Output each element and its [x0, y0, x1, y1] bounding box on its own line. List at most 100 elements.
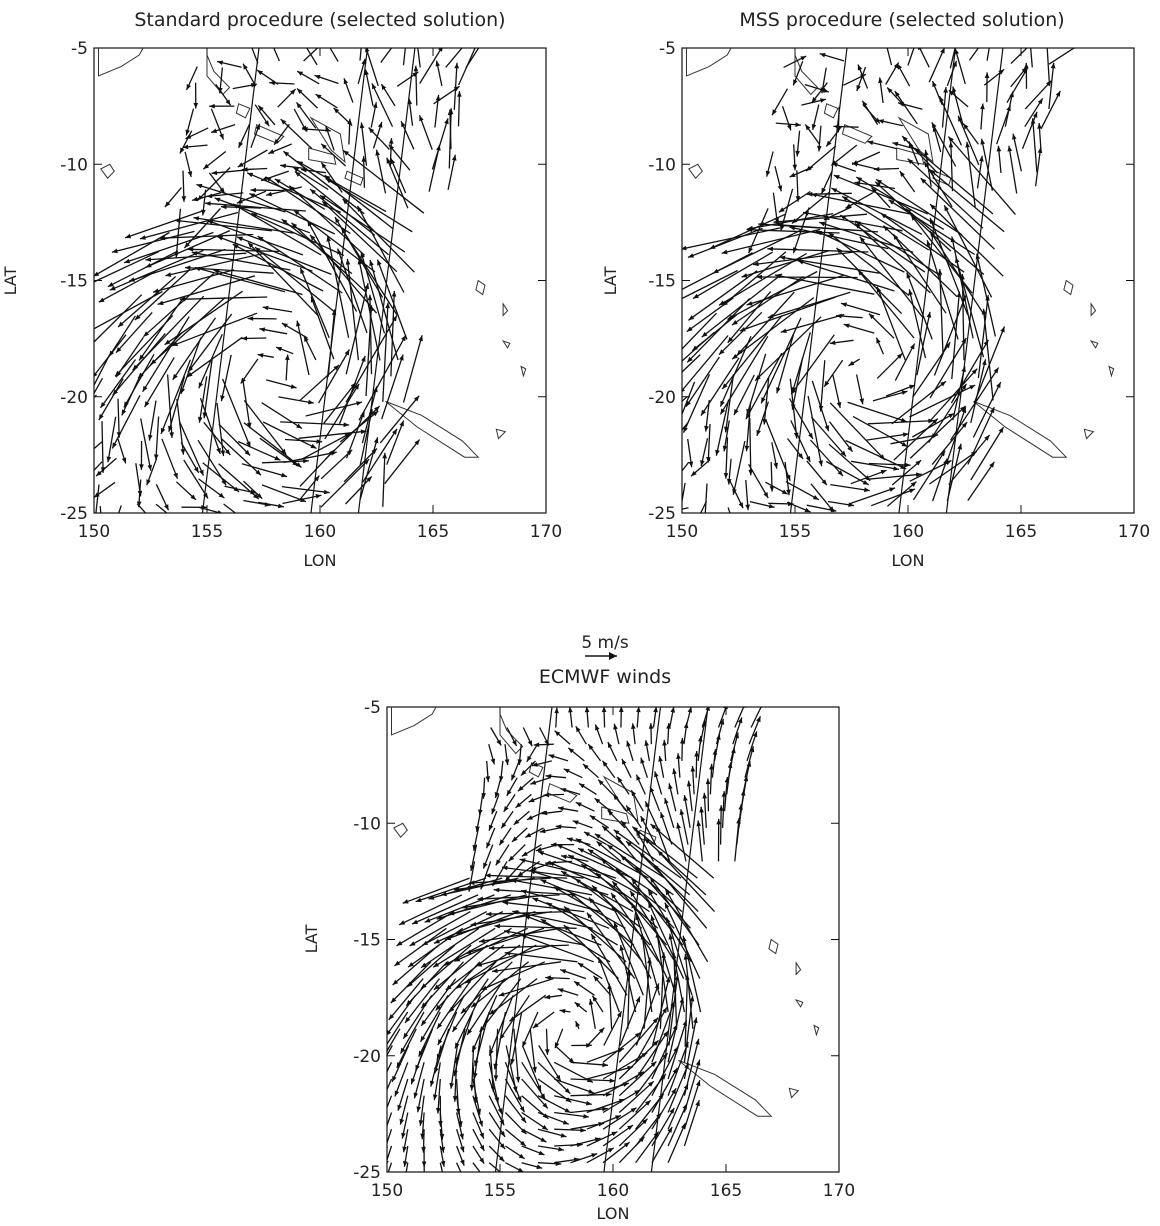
coastline — [235, 103, 251, 119]
wind-vector — [318, 349, 350, 404]
wind-vector — [394, 1062, 409, 1097]
wind-vector — [477, 894, 560, 902]
wind-vector — [1024, 98, 1044, 128]
wind-vector — [909, 384, 976, 418]
wind-vector — [618, 1061, 657, 1097]
wind-vector — [531, 760, 552, 767]
wind-vector — [682, 312, 717, 350]
coastline — [1089, 340, 1099, 349]
wind-vector — [786, 501, 811, 513]
panel-title: MSS procedure (selected solution) — [739, 9, 1064, 31]
wind-vector — [284, 438, 323, 444]
wind-vector — [783, 55, 807, 68]
wind-vector — [107, 250, 179, 288]
wind-vector — [899, 170, 916, 193]
wind-vector — [260, 170, 289, 182]
wind-vector — [850, 460, 900, 471]
wind-vector — [570, 1078, 616, 1083]
wind-vector — [640, 815, 657, 845]
wind-vector — [749, 500, 775, 509]
wind-vector — [323, 382, 357, 424]
wind-vector — [296, 88, 319, 109]
wind-vector — [897, 101, 923, 110]
wind-vector — [209, 103, 235, 109]
wind-vector — [554, 1028, 564, 1049]
wind-vector — [1037, 122, 1042, 153]
wind-vector — [277, 88, 297, 108]
wind-vector — [977, 295, 990, 379]
wind-vector — [762, 377, 770, 425]
wind-vector — [220, 204, 262, 210]
wind-vector — [603, 1011, 623, 1046]
swath-boundary — [357, 48, 416, 513]
wind-vector — [327, 309, 337, 377]
coastline — [502, 302, 509, 317]
wind-vector — [435, 1078, 441, 1114]
wind-vector — [574, 1001, 588, 1013]
wind-vector — [296, 160, 387, 213]
wind-vector — [464, 944, 537, 984]
wind-vector — [455, 1112, 464, 1140]
wind-vector — [522, 727, 533, 747]
wind-vector — [399, 1011, 425, 1055]
wind-vector — [928, 368, 978, 423]
wind-vector — [791, 357, 804, 410]
wind-vector — [386, 420, 405, 465]
wind-vector — [139, 440, 144, 470]
wind-vector — [727, 270, 818, 320]
panel-title: Standard procedure (selected solution) — [134, 9, 505, 31]
wind-vector — [403, 1145, 409, 1167]
wind-vector — [510, 1011, 523, 1065]
wind-vector — [413, 65, 419, 106]
wind-vector — [811, 104, 820, 131]
wind-vector — [690, 459, 711, 477]
wind-vector — [872, 390, 908, 402]
wind-vector — [474, 1011, 490, 1067]
wind-vector — [196, 167, 231, 202]
wind-vector — [342, 198, 415, 273]
wind-vector — [185, 127, 209, 140]
wind-vector — [150, 296, 226, 366]
wind-vector — [831, 187, 923, 235]
wind-vector — [532, 1011, 555, 1029]
wind-vector — [734, 707, 746, 728]
wind-vector — [157, 275, 256, 306]
y-tick-label: -25 — [353, 1163, 381, 1183]
wind-vector — [686, 780, 693, 812]
wind-vector — [208, 172, 226, 194]
wind-vector — [975, 253, 997, 337]
wind-vector — [845, 192, 874, 209]
wind-vector — [418, 114, 433, 150]
wind-vector — [557, 806, 579, 812]
wind-vector — [594, 797, 612, 812]
wind-vector — [187, 247, 280, 253]
wind-vector — [664, 888, 709, 963]
wind-vector — [817, 125, 822, 152]
wind-vector — [625, 840, 691, 896]
wind-vector — [583, 831, 608, 846]
wind-vector — [435, 60, 443, 87]
wind-vector — [236, 236, 332, 276]
wind-vector — [370, 102, 378, 128]
wind-vector — [570, 1152, 598, 1164]
wind-vector — [488, 1062, 500, 1104]
wind-vector — [668, 783, 677, 812]
wind-vector — [488, 810, 498, 831]
wind-vector — [521, 1078, 549, 1109]
wind-vector — [160, 359, 192, 435]
wind-vector — [829, 402, 886, 461]
wind-vector — [972, 381, 1002, 438]
wind-vector — [183, 208, 221, 249]
wind-vector — [320, 458, 370, 508]
wind-vector — [683, 1099, 700, 1147]
wind-vector — [554, 1045, 575, 1064]
wind-vector — [876, 352, 903, 379]
wind-vector — [699, 806, 705, 845]
wind-vector — [544, 1028, 550, 1055]
plot-contents — [94, 48, 527, 513]
wind-vector — [952, 366, 966, 421]
wind-vector — [929, 203, 1004, 277]
wind-vector — [912, 450, 946, 501]
coastline — [1090, 302, 1097, 317]
wind-vector — [503, 794, 516, 813]
